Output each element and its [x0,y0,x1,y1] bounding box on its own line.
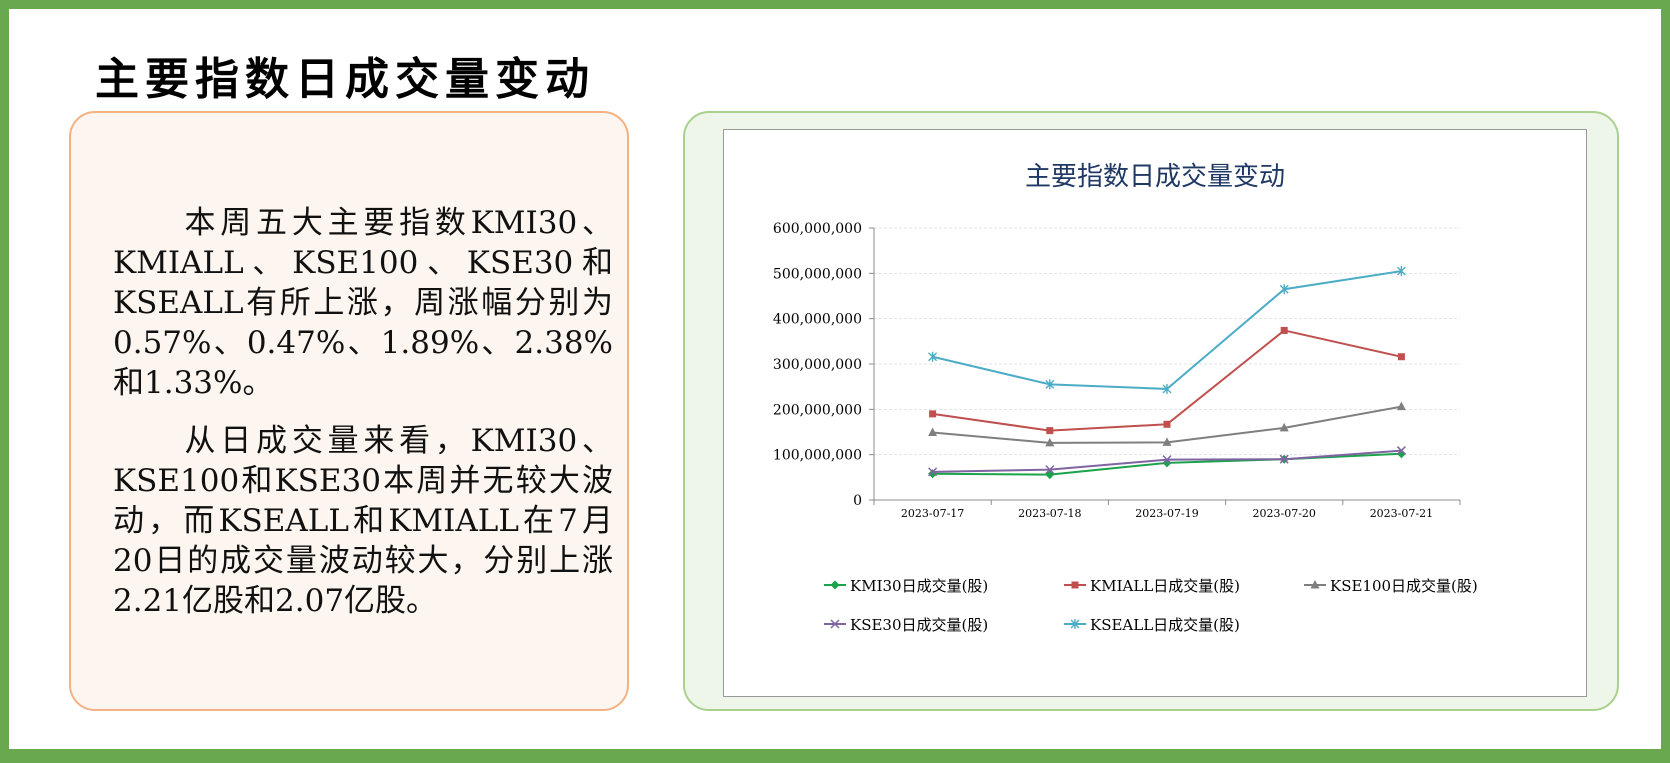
data-point [929,410,937,418]
line-chart: 主要指数日成交量变动 0 100,000,000 200,000,000 300,00… [773,162,1478,634]
data-point [1163,420,1171,428]
data-point [1396,266,1406,277]
chart-box: 主要指数日成交量变动 0 100,000,000 200,000,000 300,00… [723,129,1587,697]
data-point [1280,326,1288,334]
chart-title: 主要指数日成交量变动 [1025,162,1285,192]
gridlines [874,227,1460,456]
series-2 [929,326,1405,435]
legend: KMI30日成交量(股) KMIALL日成交量(股) KSE100日成交量(股) KS… [824,577,1478,634]
x-tick-label: 2023-07-20 [1252,507,1315,520]
x-tick-label: 2023-07-17 [901,507,964,520]
data-point [1046,427,1054,435]
data-point [1279,284,1289,295]
summary-paragraph-volume: 从日成交量来看，KMI30、KSE100和KSE30本周并无较大波动，而KSEA… [113,423,613,619]
data-point [1396,446,1406,456]
series-4 [928,446,1406,477]
y-tick-label: 100,000,000 [773,448,862,464]
y-tick-label: 0 [853,493,862,509]
data-point [1045,379,1055,390]
data-point [1396,401,1406,411]
summary-paragraph-weekly-change: 本周五大主要指数KMI30、KMIALL、KSE100、KSE30和KSEALL… [113,205,613,401]
legend-marker [1071,581,1079,589]
data-point [1162,383,1172,394]
data-point [928,467,938,477]
axes: 0 100,000,000 200,000,000 300,000,000 400,00… [773,221,1461,520]
chart-panel: 主要指数日成交量变动 0 100,000,000 200,000,000 300,00… [683,111,1619,711]
data-point [1279,454,1289,464]
legend-item: KMIALL日成交量(股) [1064,577,1240,595]
x-tick-label: 2023-07-19 [1135,507,1198,520]
data-point [1162,455,1172,465]
summary-panel: 本周五大主要指数KMI30、KMIALL、KSE100、KSE30和KSEALL… [69,111,629,711]
legend-label: KSE100日成交量(股) [1330,577,1478,595]
series-1 [928,449,1406,480]
x-tick-label: 2023-07-21 [1370,507,1433,520]
data-point [1279,422,1289,432]
legend-item: KSE100日成交量(股) [1304,577,1478,595]
legend-label: KSE30日成交量(股) [850,616,988,634]
data-point [928,427,938,436]
legend-marker [830,580,840,590]
legend-marker [1070,619,1080,629]
legend-item: KSEALL日成交量(股) [1064,616,1240,634]
legend-label: KSEALL日成交量(股) [1090,616,1240,634]
series-5 [928,266,1406,394]
x-tick-label: 2023-07-18 [1018,507,1081,520]
data-point [1162,437,1172,446]
data-point [928,351,938,362]
legend-marker [830,619,840,629]
y-tick-label: 600,000,000 [773,221,862,237]
legend-item: KMI30日成交量(股) [824,577,988,595]
legend-marker [1310,580,1320,589]
data-point [1045,465,1055,475]
data-point [928,469,938,479]
data-point [1045,470,1055,480]
legend-label: KMI30日成交量(股) [850,577,988,595]
data-point [1397,353,1405,361]
legend-label: KMIALL日成交量(股) [1090,577,1240,595]
series-lines [928,266,1406,480]
data-point [1045,437,1055,447]
y-tick-label: 300,000,000 [773,357,862,373]
y-tick-label: 500,000,000 [773,266,862,282]
series-line [932,329,1402,432]
legend-item: KSE30日成交量(股) [824,616,988,634]
y-tick-label: 200,000,000 [773,402,862,418]
page-title: 主要指数日成交量变动 [95,54,595,105]
series-3 [928,401,1406,447]
series-line [932,270,1402,390]
y-tick-label: 400,000,000 [773,312,862,328]
